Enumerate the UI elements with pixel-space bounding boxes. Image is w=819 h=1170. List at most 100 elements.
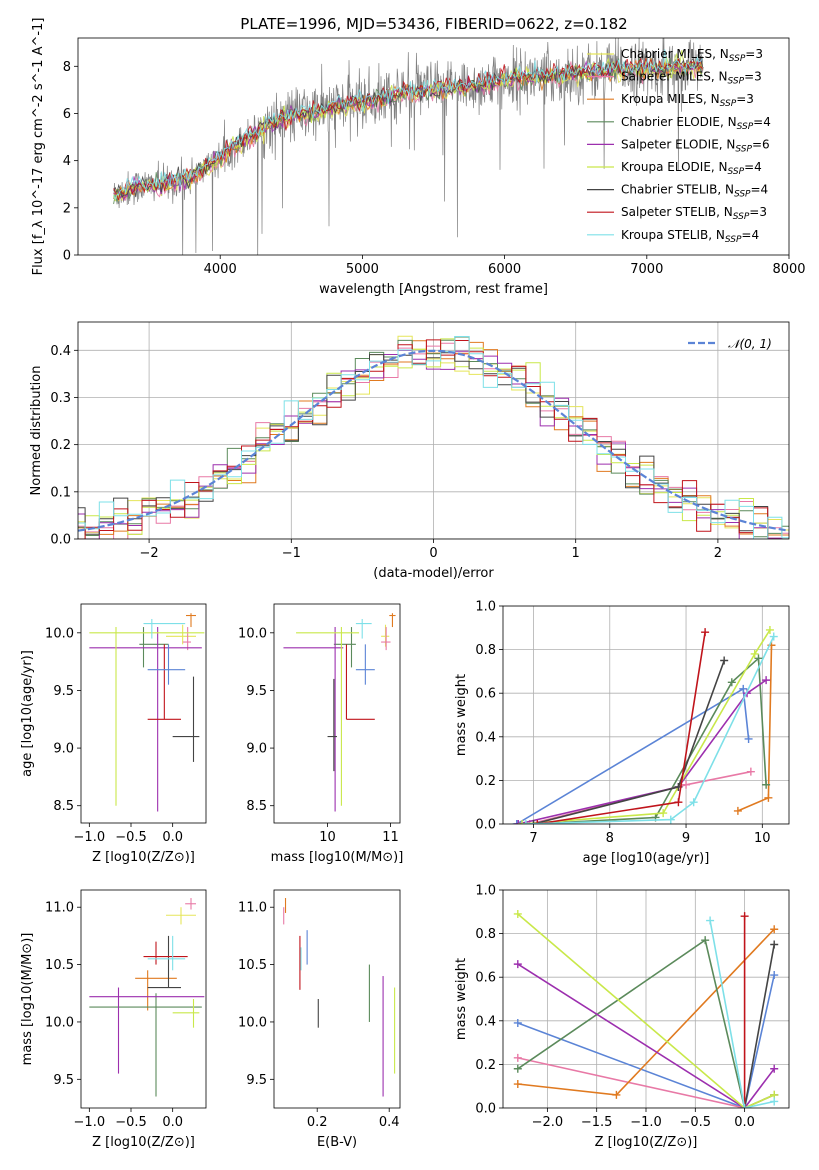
y-tick-label: 0.2: [50, 438, 71, 453]
y-axis-label: mass weight: [454, 674, 469, 756]
axes-frame: [80, 603, 207, 824]
axes-mass_vs_Z: −1.0 −0.5 0.0 9.5 10.0 10.5 11.0 Z [log10(Z/Z⊙)…: [20, 889, 207, 1150]
weight-marker: [746, 767, 755, 776]
x-tick-label: 0.0: [734, 1115, 755, 1130]
x-axis-label: mass [log10(M/M⊙)]: [271, 850, 404, 865]
y-tick-label: 11.0: [238, 901, 267, 916]
y-tick-label: 0.4: [475, 730, 496, 745]
weight-marker: [513, 1053, 522, 1062]
x-tick-label: 7: [529, 831, 537, 846]
x-tick-label: 0.0: [162, 830, 183, 845]
y-tick-label: 0: [63, 249, 71, 264]
weight-marker: [513, 909, 522, 918]
y-axis-label: mass weight: [454, 958, 469, 1040]
weight-marker: [513, 1080, 522, 1089]
x-tick-label: 11: [382, 830, 399, 845]
axes-frame: [77, 37, 790, 256]
x-tick-label: −2.0: [532, 1115, 564, 1130]
weight-marker: [764, 793, 773, 802]
weight-marker: [612, 1090, 621, 1099]
y-axis-label: Flux [f_λ 10^-17 erg cm^-2 s^-1 A^-1]: [31, 18, 46, 276]
weight-line-5: [517, 913, 775, 1108]
weight-marker: [533, 820, 542, 824]
plot-weight_vs_Z: [503, 890, 789, 1108]
y-tick-label: 10.0: [45, 1015, 74, 1030]
histogram-4: [78, 349, 789, 539]
y-tick-label: 4: [63, 154, 71, 169]
x-tick-label: −0.5: [680, 1115, 712, 1130]
y-tick-label: 0.6: [475, 971, 496, 986]
y-tick-label: 0.2: [475, 1058, 496, 1073]
histogram-8: [78, 336, 789, 539]
y-tick-label: 0.6: [475, 687, 496, 702]
x-tick-label: 9: [682, 831, 690, 846]
model-line-6: [113, 56, 703, 198]
weight-marker: [518, 820, 527, 824]
x-tick-label: 7000: [630, 262, 663, 277]
figure-title: PLATE=1996, MJD=53436, FIBERID=0622, z=0…: [240, 15, 627, 33]
axes-spectrum: 4000 5000 6000 7000 8000 0 2 4 6 8 wavelength [Ang…: [31, 18, 806, 297]
x-tick-label: 8: [606, 831, 614, 846]
y-tick-label: 0.8: [475, 643, 496, 658]
x-tick-label: 6000: [488, 262, 521, 277]
y-tick-label: 10.5: [238, 958, 267, 973]
y-tick-label: 0.8: [475, 927, 496, 942]
weight-marker: [706, 916, 715, 925]
axes-weight_vs_Z: −2.0 −1.5 −1.0 −0.5 0.0 0.0 0.2 0.4 0.6 0.8 1.0 Z […: [454, 884, 790, 1150]
y-tick-label: 1.0: [475, 600, 496, 615]
y-tick-label: 9.5: [246, 684, 267, 699]
x-tick-label: 10: [754, 831, 771, 846]
weight-line-7: [537, 632, 706, 824]
weight-marker: [765, 625, 774, 634]
weight-marker: [659, 809, 668, 818]
weight-marker: [666, 815, 675, 824]
x-tick-label: −0.5: [115, 1115, 147, 1130]
y-tick-label: 9.5: [53, 684, 74, 699]
weight-marker: [740, 1104, 749, 1108]
y-tick-label: 6: [63, 107, 71, 122]
weight-line-6: [743, 944, 775, 1108]
x-tick-label: −0.5: [115, 830, 147, 845]
x-axis-label: Z [log10(Z/Z⊙)]: [92, 850, 195, 865]
weight-marker: [750, 649, 759, 658]
axes-age_vs_mass: 10 11 8.5 9.0 9.5 10.0 mass [log10(M/M⊙)]: [238, 603, 404, 865]
weight-line-8: [525, 636, 775, 824]
legend-label: Salpeter STELIB, NSSP=3: [621, 205, 767, 222]
x-tick-label: 4000: [204, 262, 237, 277]
y-tick-label: 8.5: [53, 799, 74, 814]
weight-marker: [769, 632, 778, 641]
weight-marker: [521, 820, 530, 824]
legend-label: Chabrier STELIB, NSSP=4: [621, 183, 768, 200]
legend-label: Salpeter ELODIE, NSSP=6: [621, 137, 770, 154]
plot-age_vs_Z: [89, 613, 205, 812]
weight-marker: [770, 925, 779, 934]
weight-marker: [701, 628, 710, 637]
legend-normal-label: 𝒩(0, 1): [728, 337, 772, 351]
axes-frame: [273, 603, 401, 824]
y-tick-label: 9.5: [246, 1073, 267, 1088]
y-axis-label: age [log10(age/yr)]: [20, 650, 35, 777]
plot-spectrum: [113, 38, 704, 255]
x-tick-label: 5000: [346, 262, 379, 277]
weight-marker: [754, 654, 763, 663]
weight-marker: [512, 820, 521, 824]
weight-marker: [513, 960, 522, 969]
axes-frame: [273, 889, 401, 1109]
x-tick-label: −1.0: [630, 1115, 662, 1130]
weight-marker: [770, 940, 779, 949]
y-tick-label: 0.1: [50, 485, 71, 500]
plot-weight_vs_age: [503, 606, 789, 824]
histogram-3: [78, 336, 789, 538]
y-tick-label: 0.0: [475, 818, 496, 833]
x-axis-label: E(B-V): [317, 1135, 357, 1150]
plot-age_vs_mass: [283, 613, 396, 812]
x-tick-label: −2: [140, 546, 159, 561]
axes-age_vs_Z: −1.0 −0.5 0.0 8.5 9.0 9.5 10.0 Z [log10(Z/Z⊙)] a…: [20, 603, 207, 865]
y-tick-label: 9.0: [53, 742, 74, 757]
axes-frame: [502, 889, 790, 1109]
x-axis-label: age [log10(age/yr)]: [583, 851, 710, 866]
x-tick-label: 8000: [772, 262, 805, 277]
y-tick-label: 10.5: [45, 958, 74, 973]
y-tick-label: 10.0: [45, 626, 74, 641]
legend-label: Salpeter MILES, NSSP=3: [621, 70, 762, 87]
